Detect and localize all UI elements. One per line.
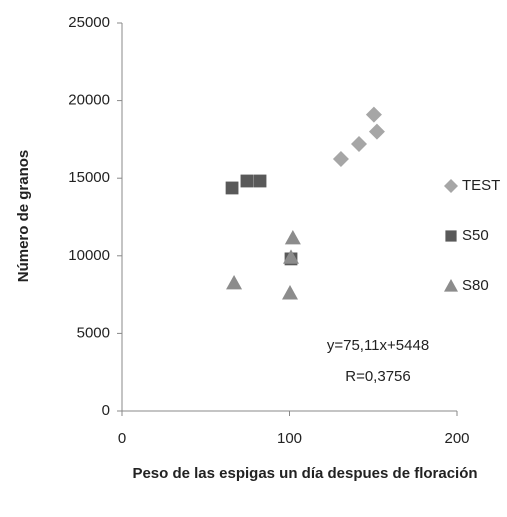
point xyxy=(284,229,301,245)
x-tick-label: 0 xyxy=(118,430,126,447)
y-tick-label: 25000 xyxy=(68,14,110,31)
point xyxy=(225,181,239,195)
legend-marker xyxy=(444,279,458,292)
point xyxy=(351,136,368,153)
y-tick-label: 15000 xyxy=(68,169,110,186)
point xyxy=(226,274,243,290)
y-tick-label: 0 xyxy=(102,402,110,419)
point xyxy=(253,174,267,188)
legend-label: S50 xyxy=(462,227,489,244)
x-tick-label: 100 xyxy=(277,430,302,447)
point xyxy=(283,249,300,264)
y-tick-label: 20000 xyxy=(68,92,110,109)
annotation: y=75,11x+5448 xyxy=(327,337,429,354)
x-tick-label: 200 xyxy=(444,430,469,447)
y-tick-label: 5000 xyxy=(77,324,110,341)
annotation: R=0,3756 xyxy=(345,368,410,385)
point xyxy=(332,150,349,167)
x-axis-title: Peso de las espigas un día despues de fl… xyxy=(132,465,477,482)
point xyxy=(240,174,254,188)
legend-marker xyxy=(444,179,458,193)
point xyxy=(282,285,299,300)
legend-label: TEST xyxy=(462,177,500,194)
point xyxy=(368,123,385,140)
y-axis-title: Número de granos xyxy=(15,150,32,283)
legend-marker xyxy=(445,230,457,242)
legend-label: S80 xyxy=(462,277,489,294)
y-tick-label: 10000 xyxy=(68,247,110,264)
point xyxy=(365,106,382,123)
